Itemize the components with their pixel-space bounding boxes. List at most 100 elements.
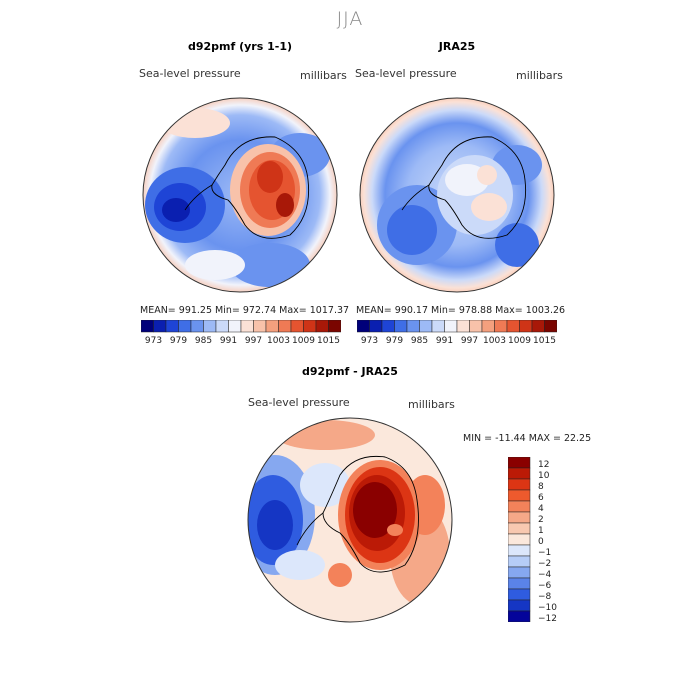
diff-variable: Sea-level pressure [248,396,350,409]
colorbar-swatch [508,533,531,546]
colorbar-label: −4 [538,570,552,580]
colorbar-swatch [394,320,408,333]
panel1-colorbar [141,320,341,333]
diff-units: millibars [408,398,455,411]
colorbar-label: 4 [538,504,544,514]
colorbar-swatch [519,320,533,333]
colorbar-label: −10 [538,603,557,613]
colorbar-swatch [508,588,531,601]
panel1-variable: Sea-level pressure [139,67,241,80]
colorbar-swatch [178,320,192,333]
colorbar-label: −6 [538,581,552,591]
colorbar-swatch [508,555,531,568]
panel2-colorbar-ticks: 973 979 985 991 997 1003 1009 1015 [357,336,557,348]
colorbar-tick: 991 [435,336,454,346]
colorbar-tick: 997 [460,336,479,346]
colorbar-label: 0 [538,537,544,547]
diff-map [247,417,453,623]
colorbar-swatch [303,320,317,333]
panel1-title: d92pmf (yrs 1-1) [187,40,293,53]
colorbar-tick: 979 [169,336,188,346]
colorbar-label: 6 [538,493,544,503]
colorbar-swatch [508,577,531,590]
colorbar-swatch [419,320,433,333]
colorbar-swatch [508,457,531,469]
colorbar-tick: 1009 [292,336,315,346]
colorbar-swatch [544,320,557,333]
colorbar-tick: 1009 [508,336,531,346]
panel1-units: millibars [300,69,347,82]
colorbar-swatch [369,320,383,333]
colorbar-swatch [328,320,341,333]
panel1-stats: MEAN= 991.25 Min= 972.74 Max= 1017.37 [140,305,350,316]
diff-title: d92pmf - JRA25 [302,365,398,378]
colorbar-swatch [456,320,470,333]
panel2-map [359,97,555,293]
colorbar-swatch [508,511,531,524]
colorbar-swatch [315,320,329,333]
colorbar-tick: 1015 [317,336,340,346]
panel1-map [142,97,338,293]
diff-colorbar [508,457,531,622]
colorbar-swatch [508,500,531,513]
colorbar-swatch [508,467,531,480]
colorbar-swatch [508,544,531,557]
panel2-units: millibars [516,69,563,82]
colorbar-swatch [508,610,531,622]
colorbar-swatch [508,522,531,535]
colorbar-swatch [481,320,495,333]
colorbar-swatch [508,489,531,502]
colorbar-label: 1 [538,526,544,536]
colorbar-swatch [508,566,531,579]
colorbar-swatch [506,320,520,333]
colorbar-swatch [190,320,204,333]
colorbar-label: −12 [538,614,557,624]
panel2-colorbar [357,320,557,333]
colorbar-swatch [290,320,304,333]
colorbar-swatch [508,599,531,612]
colorbar-tick: 973 [360,336,379,346]
panel2-title: JRA25 [438,40,476,53]
diff-stats: MIN = -11.44 MAX = 22.25 [463,433,592,444]
colorbar-swatch [265,320,279,333]
colorbar-swatch [381,320,395,333]
colorbar-tick: 979 [385,336,404,346]
season-title: JJA [336,8,364,30]
colorbar-swatch [165,320,179,333]
colorbar-label: −1 [538,548,552,558]
colorbar-label: −8 [538,592,552,602]
colorbar-swatch [494,320,508,333]
colorbar-swatch [278,320,292,333]
colorbar-swatch [215,320,229,333]
colorbar-swatch [253,320,267,333]
colorbar-tick: 1015 [533,336,556,346]
panel2-variable: Sea-level pressure [355,67,457,80]
colorbar-swatch [141,320,154,333]
colorbar-tick: 997 [244,336,263,346]
colorbar-tick: 985 [194,336,213,346]
diff-colorbar-labels: 12 10 8 6 4 2 1 0 −1 −2 −4 −6 −8 −10 −12 [538,457,568,624]
colorbar-swatch [228,320,242,333]
colorbar-tick: 991 [219,336,238,346]
colorbar-swatch [153,320,167,333]
colorbar-tick: 973 [144,336,163,346]
colorbar-label: 8 [538,482,544,492]
colorbar-swatch [203,320,217,333]
colorbar-swatch [431,320,445,333]
colorbar-swatch [531,320,545,333]
panel1-colorbar-ticks: 973 979 985 991 997 1003 1009 1015 [141,336,341,348]
colorbar-label: 2 [538,515,544,525]
colorbar-swatch [240,320,254,333]
colorbar-swatch [469,320,483,333]
colorbar-swatch [508,478,531,491]
colorbar-swatch [406,320,420,333]
colorbar-label: 10 [538,471,550,481]
colorbar-tick: 985 [410,336,429,346]
colorbar-tick: 1003 [483,336,506,346]
colorbar-label: 12 [538,460,550,470]
panel2-stats: MEAN= 990.17 Min= 978.88 Max= 1003.26 [356,305,566,316]
colorbar-label: −2 [538,559,552,569]
colorbar-swatch [444,320,458,333]
colorbar-tick: 1003 [267,336,290,346]
colorbar-swatch [357,320,370,333]
